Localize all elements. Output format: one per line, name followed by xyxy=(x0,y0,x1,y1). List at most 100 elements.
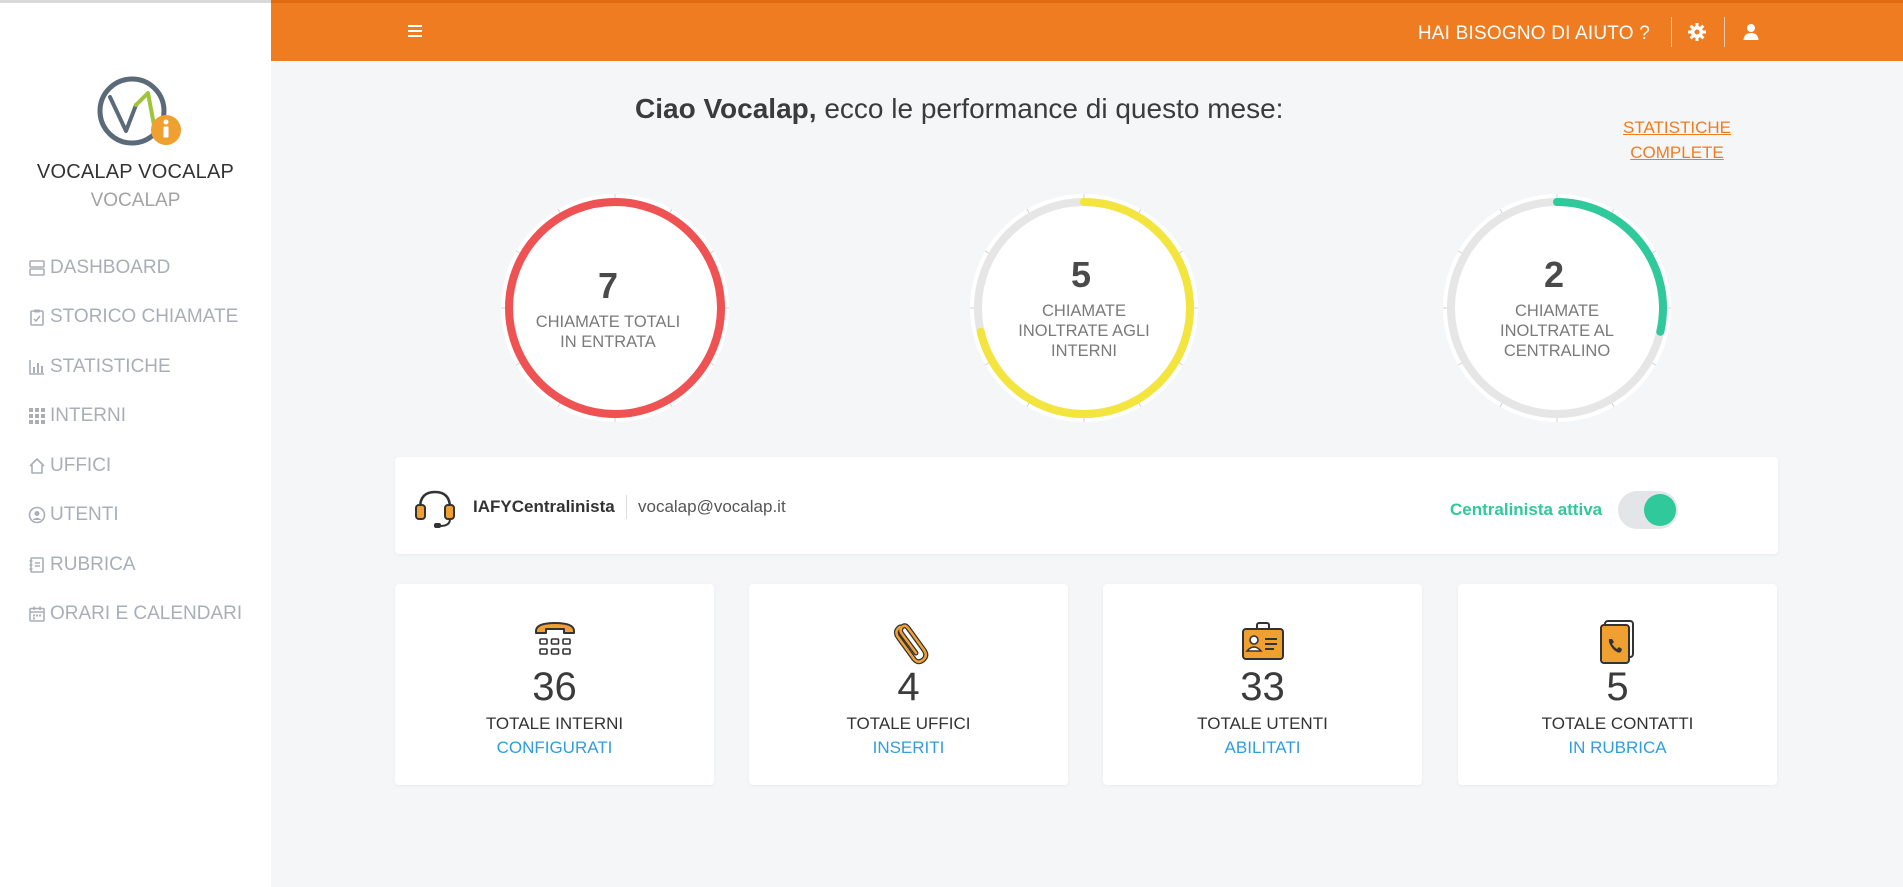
gauge-value: 2 xyxy=(1543,254,1565,295)
stat-sub-link[interactable]: IN RUBRICA xyxy=(1568,738,1667,757)
sidebar-item-uffici[interactable]: UFFICI xyxy=(28,441,242,491)
gauge-tick xyxy=(1458,362,1462,366)
operator-email: vocalap@vocalap.it xyxy=(638,497,786,516)
home-icon xyxy=(28,457,46,475)
gauge-tick xyxy=(516,250,520,254)
sidebar-item-label: UTENTI xyxy=(50,504,119,526)
greeting: Ciao Vocalap, ecco le performance di que… xyxy=(635,93,1283,125)
id-badge-icon xyxy=(1240,619,1286,665)
sidebar-item-dashboard[interactable]: DASHBOARD xyxy=(28,243,242,293)
gauge-progress-arc xyxy=(505,198,725,418)
greeting-text: ecco le performance di questo mese: xyxy=(816,93,1284,124)
sidebar-item-label: STATISTICHE xyxy=(50,355,171,377)
gauge-ring xyxy=(1443,194,1671,422)
gauge-forwarded-internals: 5 CHIAMATE INOLTRATE AGLI INTERNI xyxy=(966,190,1202,426)
stat-sub-link[interactable]: ABILITATI xyxy=(1224,738,1301,757)
grid-icon xyxy=(28,407,46,425)
stat-label: TOTALE CONTATTI xyxy=(1541,714,1694,733)
operator-status-label: Centralinista attiva xyxy=(1450,500,1603,519)
stat-label: TOTALE UFFICI xyxy=(846,714,971,733)
gauge-progress-arc xyxy=(1553,198,1667,336)
sidebar-item-statistiche[interactable]: STATISTICHE xyxy=(28,342,242,392)
gauge-tick xyxy=(557,209,561,213)
gauge-label: CHIAMATE TOTALI IN ENTRATA xyxy=(535,313,681,351)
phone-keypad-icon xyxy=(532,619,578,665)
gauge-value: 7 xyxy=(597,265,619,306)
app-logo xyxy=(96,75,186,150)
stat-card-contatti: 5 TOTALE CONTATTI IN RUBRICA xyxy=(1458,584,1777,785)
gauge-outer-disc xyxy=(501,194,729,422)
gauge-forwarded-switchboard: 2 CHIAMATE INOLTRATE AL CENTRALINO xyxy=(1439,190,1675,426)
sidebar-item-label: DASHBOARD xyxy=(50,256,171,278)
gauge-tick xyxy=(1138,209,1142,213)
gauge-tick xyxy=(1652,250,1656,254)
contacts-phone-icon xyxy=(1595,619,1641,665)
stat-value: 5 xyxy=(1606,665,1629,709)
top-bar: HAI BISOGNO DI AIUTO ? xyxy=(271,0,1903,61)
toggle-knob xyxy=(1644,494,1676,526)
stat-value: 33 xyxy=(1240,665,1285,709)
stat-label: TOTALE UTENTI xyxy=(1197,714,1328,733)
sidebar: VOCALAP VOCALAP VOCALAP DASHBOARD STORIC… xyxy=(0,0,271,887)
sidebar-nav: DASHBOARD STORICO CHIAMATE STATISTICHE I… xyxy=(28,243,242,639)
calendar-icon xyxy=(28,605,46,623)
stat-card-interni: 36 TOTALE INTERNI CONFIGURATI xyxy=(395,584,714,785)
operator-active-toggle[interactable] xyxy=(1618,491,1678,529)
help-link[interactable]: HAI BISOGNO DI AIUTO ? xyxy=(1417,23,1650,44)
gauge-tick xyxy=(1026,209,1030,213)
dashboard-icon xyxy=(28,259,46,277)
bar-chart-icon xyxy=(28,358,46,376)
gear-icon[interactable] xyxy=(1687,22,1707,42)
sidebar-item-label: INTERNI xyxy=(50,405,126,427)
stat-sub-link[interactable]: INSERITI xyxy=(872,738,945,757)
full-statistics-link[interactable]: STATISTICHE COMPLETE xyxy=(1600,115,1754,165)
sidebar-item-interni[interactable]: INTERNI xyxy=(28,392,242,442)
topbar-divider xyxy=(1724,17,1725,47)
gauge-total-calls: 7 CHIAMATE TOTALI IN ENTRATA xyxy=(497,190,733,426)
sidebar-item-orari-e-calendari[interactable]: ORARI E CALENDARI xyxy=(28,590,242,640)
sidebar-item-rubrica[interactable]: RUBRICA xyxy=(28,540,242,590)
gauge-outer-disc xyxy=(970,194,1198,422)
gauge-value: 5 xyxy=(1070,254,1092,295)
gauge-tick xyxy=(1138,403,1142,407)
gauge-tick xyxy=(1179,250,1183,254)
stat-card-uffici: 4 TOTALE UFFICI INSERITI xyxy=(749,584,1068,785)
sidebar-item-label: RUBRICA xyxy=(50,553,136,575)
paperclip-icon xyxy=(886,619,932,665)
gauge-tick xyxy=(1652,362,1656,366)
gauge-tick xyxy=(669,403,673,407)
sidebar-item-label: STORICO CHIAMATE xyxy=(50,306,239,328)
user-company: VOCALAP xyxy=(90,190,181,211)
gauge-tick xyxy=(1026,403,1030,407)
hamburger-menu-icon[interactable] xyxy=(407,23,423,39)
gauge-label: CHIAMATE INOLTRATE AGLI INTERNI xyxy=(1018,302,1150,360)
full-statistics-line1: STATISTICHE xyxy=(1623,118,1731,137)
address-book-icon xyxy=(28,556,46,574)
gauge-tick xyxy=(1499,209,1503,213)
stat-sub-link[interactable]: CONFIGURATI xyxy=(496,738,613,757)
sidebar-item-storico-chiamate[interactable]: STORICO CHIAMATE xyxy=(28,293,242,343)
topbar-divider xyxy=(1671,17,1672,47)
headset-icon xyxy=(412,484,458,530)
user-icon[interactable] xyxy=(1741,22,1761,42)
gauge-tick xyxy=(1499,403,1503,407)
operator-name: IAFYCentralinista xyxy=(473,497,615,516)
gauge-tick xyxy=(985,250,989,254)
gauge-tick xyxy=(557,403,561,407)
gauge-tick xyxy=(1611,403,1615,407)
user-name: VOCALAP VOCALAP xyxy=(36,161,235,183)
gauge-tick xyxy=(1179,362,1183,366)
gauge-tick xyxy=(710,362,714,366)
greeting-name: Ciao Vocalap, xyxy=(635,93,817,124)
gauge-ring xyxy=(970,194,1198,422)
clipboard-icon xyxy=(28,308,46,327)
gauge-tick xyxy=(1611,209,1615,213)
gauge-outer-disc xyxy=(1443,194,1671,422)
gauge-tick xyxy=(985,362,989,366)
gauge-tick xyxy=(669,209,673,213)
sidebar-item-utenti[interactable]: UTENTI xyxy=(28,491,242,541)
stat-value: 36 xyxy=(532,665,577,709)
operator-divider xyxy=(626,495,627,519)
stat-label: TOTALE INTERNI xyxy=(485,714,624,733)
sidebar-item-label: ORARI E CALENDARI xyxy=(50,603,243,625)
